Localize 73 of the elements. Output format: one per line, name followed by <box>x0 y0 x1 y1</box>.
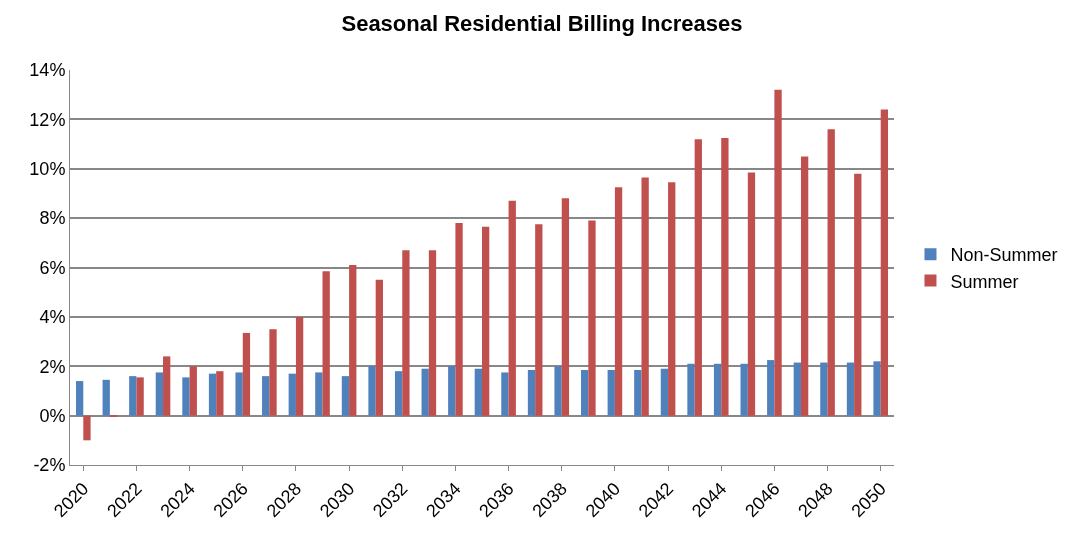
bar <box>767 360 775 416</box>
bar <box>527 369 536 416</box>
bar <box>687 363 695 416</box>
bar <box>820 362 828 416</box>
bar <box>163 356 171 416</box>
bar <box>216 371 224 416</box>
bar <box>182 377 190 416</box>
bar <box>155 372 164 416</box>
bar <box>394 371 403 416</box>
bar <box>614 187 623 416</box>
bar <box>375 279 383 416</box>
bar <box>660 368 669 416</box>
bar <box>428 250 437 416</box>
bar <box>873 361 881 416</box>
bar <box>501 372 509 416</box>
y-tick-label: 8% <box>39 208 66 229</box>
legend-label: Non-Summer <box>950 245 1058 266</box>
bar <box>800 156 809 416</box>
bar <box>740 363 748 416</box>
y-tick-label: 4% <box>39 307 66 328</box>
bar <box>208 373 217 416</box>
bar <box>189 366 197 416</box>
bar <box>235 372 243 416</box>
bar <box>721 137 729 416</box>
bar <box>295 316 304 416</box>
bar <box>561 198 570 416</box>
bar <box>402 250 410 416</box>
bar <box>535 224 543 416</box>
bar <box>880 109 889 416</box>
bar <box>341 376 350 416</box>
bar <box>508 200 516 416</box>
bar <box>793 362 801 416</box>
y-tick-label: 6% <box>39 257 66 278</box>
bar <box>315 372 323 416</box>
bar <box>349 265 357 416</box>
bar <box>482 226 490 416</box>
bar <box>262 376 270 416</box>
bar <box>368 366 376 416</box>
bar <box>102 379 110 416</box>
bar <box>242 332 251 416</box>
bar <box>421 368 429 416</box>
bar <box>634 369 642 416</box>
legend-label: Summer <box>950 271 1019 292</box>
bar <box>554 366 562 416</box>
bar <box>269 329 277 416</box>
bar <box>774 89 782 416</box>
bar <box>694 139 702 416</box>
bar <box>668 182 676 416</box>
bar <box>747 172 756 416</box>
y-tick-label: -2% <box>33 455 66 476</box>
y-tick-label: 14% <box>29 60 66 81</box>
y-tick-label: 12% <box>29 109 66 130</box>
bar <box>448 366 456 416</box>
bar <box>83 415 91 441</box>
bar <box>474 368 482 416</box>
bar <box>455 223 463 416</box>
y-tick-label: 10% <box>29 159 66 180</box>
bar <box>288 373 296 416</box>
bar <box>854 173 862 416</box>
bar <box>136 377 144 416</box>
bar <box>846 362 855 416</box>
y-tick-label: 2% <box>39 356 66 377</box>
bar <box>713 363 722 416</box>
bar <box>607 369 615 416</box>
bar <box>322 271 330 416</box>
bar <box>588 220 596 416</box>
bar <box>827 129 835 416</box>
bar <box>581 369 589 416</box>
bar <box>641 177 649 416</box>
y-tick-label: 0% <box>39 405 66 426</box>
chart-title: Seasonal Residential Billing Increases <box>341 11 743 37</box>
bar <box>129 376 137 416</box>
bar <box>75 381 84 416</box>
